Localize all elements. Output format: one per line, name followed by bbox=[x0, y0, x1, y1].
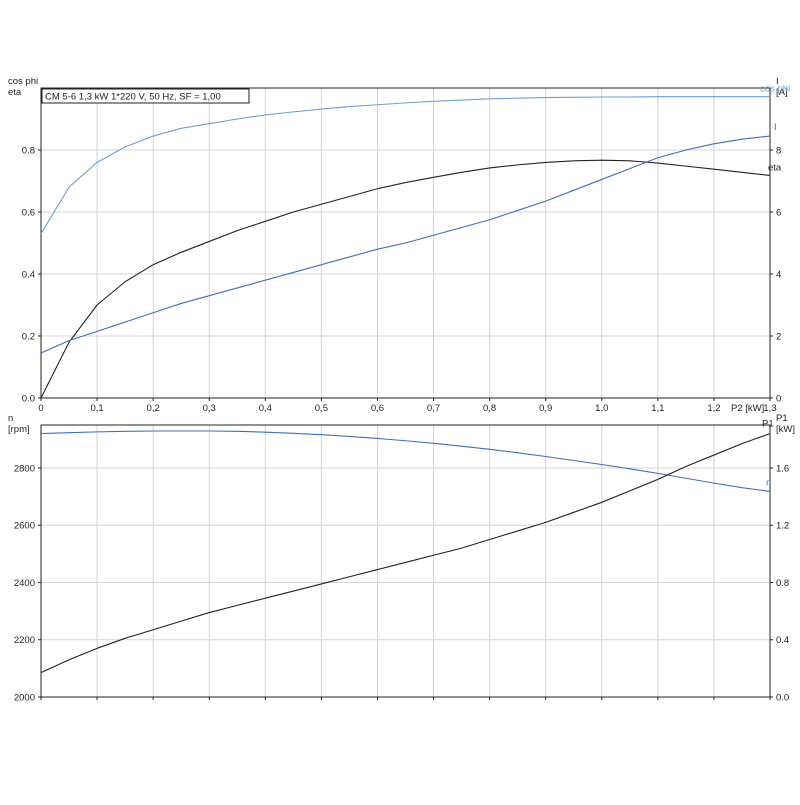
chart-title: CM 5-6 1,3 kW 1*220 V, 50 Hz, SF = 1,00 bbox=[45, 92, 221, 103]
y-left-tick-label: 2000 bbox=[14, 693, 35, 704]
y-left-tick-label: 0.8 bbox=[22, 146, 35, 157]
x-tick-label: 0,3 bbox=[203, 403, 216, 414]
x-tick-label: 0,2 bbox=[147, 403, 160, 414]
x-tick-label: 0,4 bbox=[259, 403, 272, 414]
y-left-tick-label: 2200 bbox=[14, 635, 35, 646]
x-tick-label: 1,1 bbox=[651, 403, 664, 414]
y-right-tick-label: 0.8 bbox=[776, 578, 789, 589]
y-right-tick-label: 0.4 bbox=[776, 635, 789, 646]
y-right-tick-label: 1.2 bbox=[776, 521, 789, 532]
y-right-axis-unit: [A] bbox=[776, 87, 788, 98]
y-right-axis-label: P1 bbox=[776, 413, 788, 424]
y-right-tick-label: 6 bbox=[776, 208, 781, 219]
y-right-axis-label: I bbox=[776, 76, 779, 87]
x-tick-label: 0 bbox=[38, 403, 43, 414]
series-label-eta: eta bbox=[768, 162, 782, 173]
y-left-axis-unit: eta bbox=[8, 87, 22, 98]
title-box bbox=[41, 88, 250, 104]
x-tick-label: 0,9 bbox=[539, 403, 552, 414]
series-label-cos-phi: cos phi bbox=[760, 84, 790, 95]
y-right-tick-label: 2 bbox=[776, 332, 781, 343]
y-left-axis-label: n bbox=[8, 413, 13, 424]
x-tick-label: 1,3 bbox=[763, 403, 776, 414]
series-line-cos-phi bbox=[40, 96, 770, 234]
plot-frame bbox=[40, 87, 771, 399]
chart-panel-2: 200022002400260028000.00.40.81.21.6n[rpm… bbox=[8, 413, 795, 704]
y-left-tick-label: 0.4 bbox=[22, 270, 35, 281]
y-right-tick-label: 1.6 bbox=[776, 463, 789, 474]
y-left-tick-label: 2400 bbox=[14, 578, 35, 589]
y-left-axis-label: cos phi bbox=[8, 76, 38, 87]
y-left-tick-label: 2800 bbox=[14, 463, 35, 474]
x-tick-label: 0,8 bbox=[483, 403, 496, 414]
plot-frame bbox=[40, 424, 771, 698]
y-right-tick-label: 8 bbox=[776, 146, 781, 157]
series-label-P1: P1 bbox=[762, 419, 774, 430]
series-line-I bbox=[40, 135, 771, 354]
y-right-tick-label: 0 bbox=[776, 394, 781, 405]
y-left-tick-label: 0.6 bbox=[22, 208, 35, 219]
y-right-tick-label: 4 bbox=[776, 270, 781, 281]
x-tick-label: 0,5 bbox=[315, 403, 328, 414]
series-line-eta bbox=[40, 159, 771, 399]
x-tick-label: 0,1 bbox=[90, 403, 103, 414]
x-axis-label: P2 [kW] bbox=[731, 403, 764, 414]
series-label-n: n bbox=[766, 477, 771, 488]
x-tick-label: 1,2 bbox=[707, 403, 720, 414]
x-tick-label: 0,7 bbox=[427, 403, 440, 414]
series-line-P1 bbox=[40, 433, 771, 674]
y-left-tick-label: 0.0 bbox=[22, 394, 35, 405]
y-left-tick-label: 0.2 bbox=[22, 332, 35, 343]
y-right-axis-unit: [kW] bbox=[776, 424, 795, 435]
y-left-axis-unit: [rpm] bbox=[8, 424, 30, 435]
y-left-tick-label: 2600 bbox=[14, 521, 35, 532]
x-tick-label: 1,0 bbox=[595, 403, 608, 414]
series-label-I: I bbox=[774, 122, 777, 133]
series-line-n bbox=[40, 430, 771, 492]
x-tick-label: 0,6 bbox=[371, 403, 384, 414]
y-right-tick-label: 0.0 bbox=[776, 693, 789, 704]
